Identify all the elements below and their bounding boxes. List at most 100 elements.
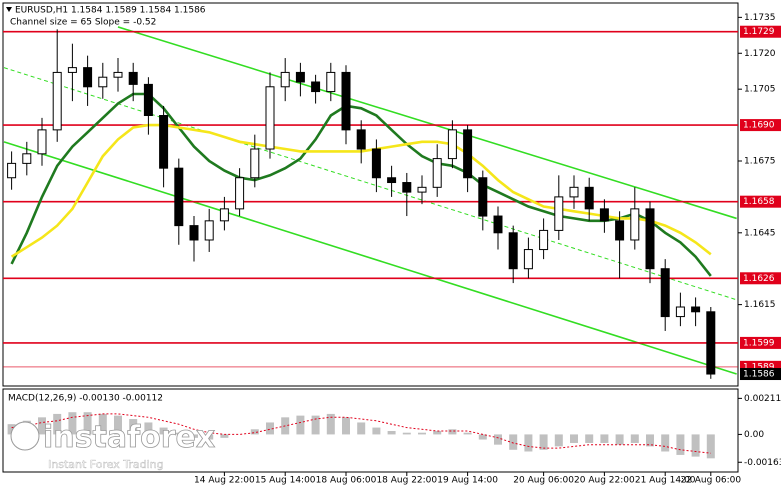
candle-body (37, 129, 47, 155)
macd-bar (326, 413, 335, 435)
macd-bar (144, 422, 153, 435)
candle-body (402, 182, 412, 193)
macd-bar (205, 434, 214, 440)
candle-body (599, 208, 609, 222)
level-label: 1.1729 (743, 27, 775, 37)
macd-bar (220, 434, 229, 438)
price-frame (2, 2, 739, 387)
macd-title: MACD(12,26,9) -0.00130 -0.00112 (8, 394, 163, 404)
x-tick-label: 19 Aug 14:00 (437, 476, 498, 486)
candle-body (463, 129, 473, 179)
candle-body (52, 71, 62, 131)
macd-bar (7, 424, 16, 435)
candle-body (98, 76, 108, 88)
candle-body (691, 306, 701, 313)
candle-body (22, 153, 32, 164)
macd-bar (630, 434, 639, 443)
macd-frame (2, 388, 739, 473)
candle-body (675, 306, 685, 318)
macd-bar (646, 434, 654, 447)
current-price-label: 1.1586 (743, 370, 775, 380)
macd-bar (448, 429, 457, 435)
candle-body (204, 220, 214, 241)
macd-bar (98, 413, 107, 435)
macd-tick-label: -0.00163 (744, 458, 781, 468)
candle-body (539, 229, 549, 251)
candle-body (508, 232, 518, 270)
x-tick-label: 20 Aug 06:00 (513, 476, 574, 486)
candle-body (630, 208, 640, 241)
macd-bar (691, 434, 700, 457)
macd-bar (114, 415, 122, 435)
watermark-tagline: Instant Forex Trading (48, 458, 164, 471)
candle-body (615, 220, 625, 241)
macd-bar (372, 427, 381, 435)
y-tick-label: 1.1720 (744, 49, 776, 59)
candle-body (250, 148, 260, 179)
candle-body (645, 208, 655, 270)
candle-body (113, 71, 123, 78)
y-tick-label: 1.1675 (744, 156, 776, 166)
y-tick-label: 1.1735 (744, 13, 776, 23)
macd-bar (509, 434, 518, 450)
macd-bar (463, 432, 472, 435)
macd-bar (494, 434, 502, 445)
level-label: 1.1599 (743, 338, 775, 348)
macd-bar (554, 434, 563, 447)
candle-body (356, 129, 366, 150)
macd-bar (402, 432, 411, 435)
macd-bar (706, 434, 715, 459)
y-tick-label: 1.1705 (744, 85, 776, 95)
watermark-brand: instaforex (43, 420, 215, 455)
candle-body (326, 71, 336, 93)
level-box (740, 336, 781, 349)
level-label: 1.1658 (743, 197, 775, 207)
candle-body (219, 208, 229, 222)
candle-body (311, 81, 321, 93)
candle-body (235, 177, 245, 210)
logo-icon (10, 421, 40, 451)
macd-bar (174, 432, 183, 435)
macd-bar (570, 434, 578, 443)
macd-bar (129, 419, 138, 435)
candle-body (432, 158, 442, 188)
candle-body (417, 186, 427, 193)
level-label: 1.1589 (743, 362, 775, 372)
candle-body (174, 167, 184, 227)
candle-body (660, 268, 670, 318)
macd-bar (159, 427, 168, 435)
x-tick-label: 21 Aug 14:00 (635, 476, 696, 486)
macd-bar (478, 434, 487, 440)
macd-bar (266, 422, 274, 435)
candle-body (341, 71, 351, 131)
macd-bar (418, 432, 426, 435)
candle-body (569, 186, 579, 198)
macd-bar (676, 434, 685, 455)
channel-line (117, 26, 737, 220)
candle-body (280, 71, 290, 88)
moving-average (10, 92, 712, 277)
candle-body (706, 311, 716, 375)
level-box (740, 195, 781, 208)
macd-bar (53, 413, 62, 435)
candle-body (67, 67, 77, 73)
x-tick-label: 20 Aug 22:00 (574, 476, 635, 486)
candle-body (143, 83, 153, 117)
watermark: instaforex Instant Forex Trading (10, 420, 216, 471)
candle-body (371, 148, 381, 179)
candle-body (447, 129, 457, 160)
macd-bar (38, 417, 46, 435)
menu-arrow (6, 7, 12, 12)
candle-body (7, 162, 17, 179)
candle-body (554, 196, 564, 231)
level-label: 1.1690 (743, 121, 775, 131)
x-tick-label: 14 Aug 22:00 (194, 476, 255, 486)
macd-bar (296, 415, 305, 435)
candle-body (83, 67, 93, 88)
level-box (740, 25, 781, 38)
macd-bar (615, 434, 624, 445)
chart-subtitle: Channel size = 65 Slope = -0.52 (10, 18, 156, 28)
current-price-box (740, 368, 781, 381)
macd-bar (68, 412, 77, 435)
macd-bar (83, 412, 92, 435)
